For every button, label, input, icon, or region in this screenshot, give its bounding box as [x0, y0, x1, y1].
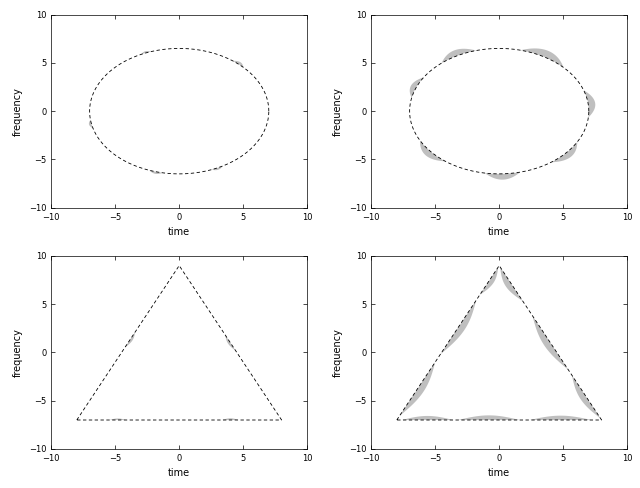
Polygon shape — [233, 61, 244, 67]
Polygon shape — [584, 90, 595, 118]
Polygon shape — [141, 51, 151, 54]
Polygon shape — [211, 166, 223, 170]
Polygon shape — [532, 316, 568, 370]
Polygon shape — [109, 419, 126, 420]
Polygon shape — [458, 415, 520, 420]
X-axis label: time: time — [168, 468, 190, 478]
Y-axis label: frequency: frequency — [13, 87, 23, 136]
Polygon shape — [440, 300, 476, 354]
Polygon shape — [125, 332, 135, 347]
Polygon shape — [572, 375, 600, 419]
Polygon shape — [410, 77, 424, 98]
Polygon shape — [484, 172, 520, 180]
X-axis label: time: time — [168, 227, 190, 237]
Polygon shape — [551, 142, 577, 163]
Polygon shape — [420, 141, 445, 162]
Polygon shape — [520, 48, 564, 67]
Polygon shape — [402, 416, 453, 420]
X-axis label: time: time — [488, 227, 510, 237]
Y-axis label: frequency: frequency — [333, 87, 343, 136]
Y-axis label: frequency: frequency — [333, 328, 343, 377]
Polygon shape — [530, 416, 591, 420]
Y-axis label: frequency: frequency — [13, 328, 23, 377]
Polygon shape — [89, 120, 93, 128]
Polygon shape — [442, 49, 476, 63]
Polygon shape — [480, 267, 498, 295]
X-axis label: time: time — [488, 468, 510, 478]
Polygon shape — [500, 267, 523, 301]
Polygon shape — [149, 170, 163, 174]
Polygon shape — [399, 362, 435, 416]
Polygon shape — [225, 335, 236, 350]
Polygon shape — [222, 418, 239, 420]
